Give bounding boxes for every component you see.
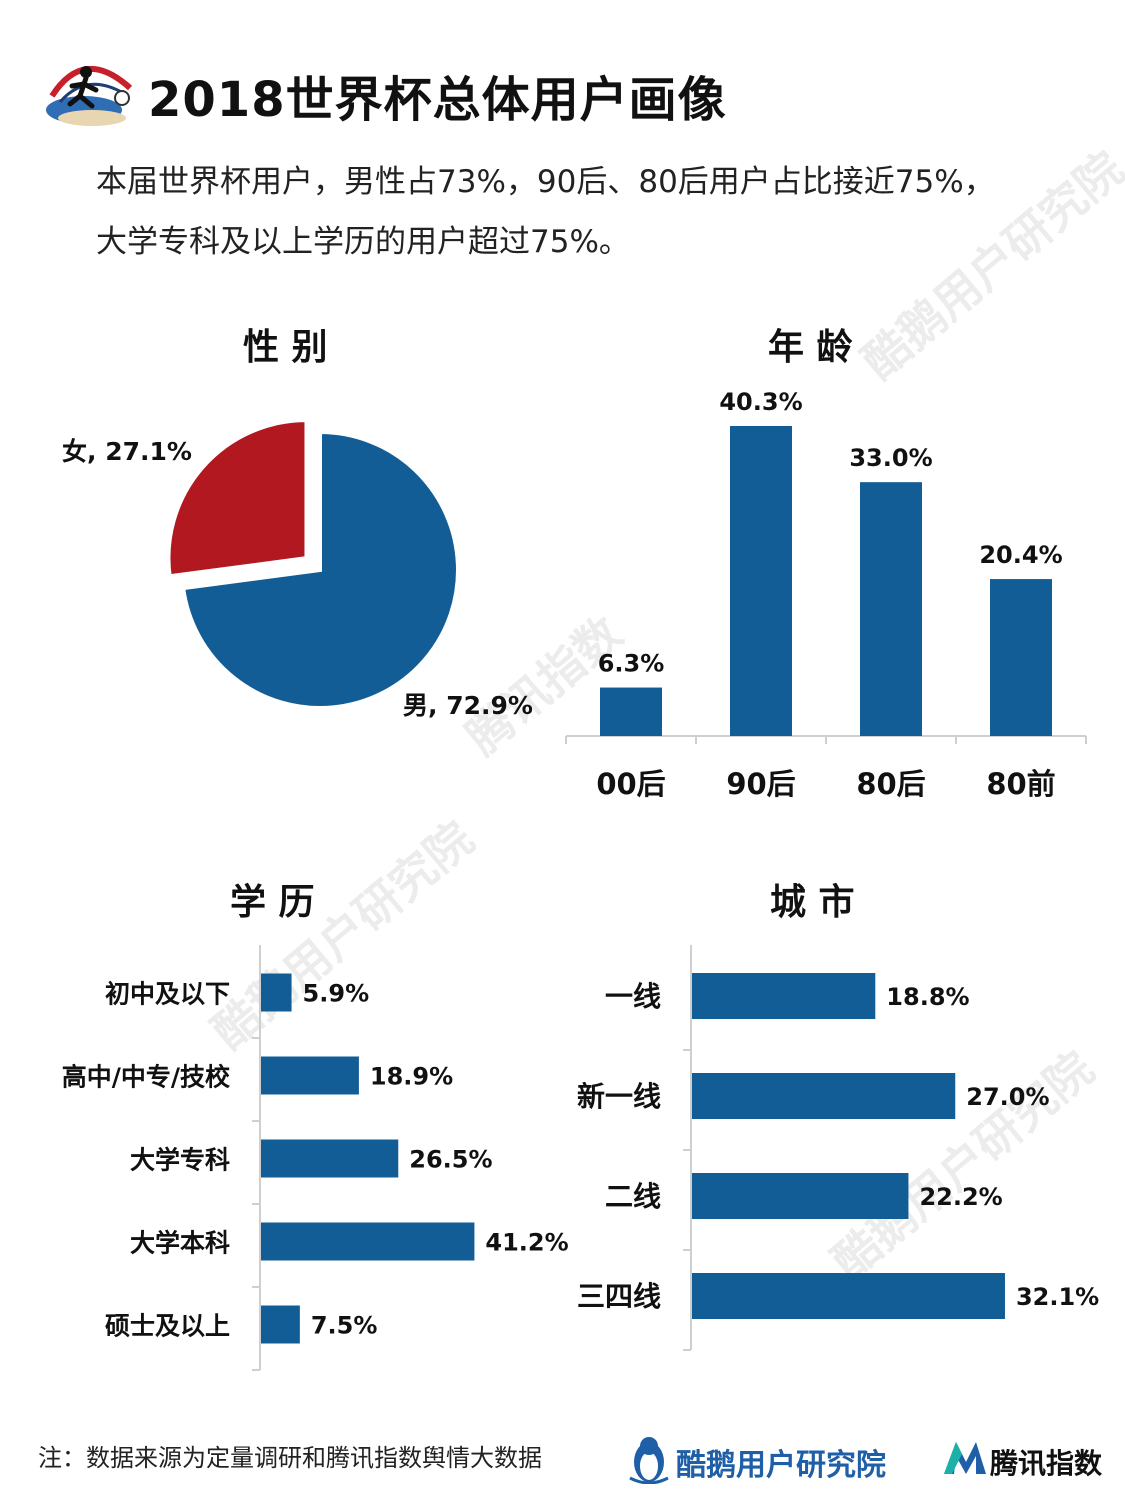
city-category-label: 一线 — [605, 980, 661, 1013]
education-data-label: 18.9% — [370, 1063, 453, 1091]
gender-chart-title: 性 别 — [243, 327, 328, 368]
footnote: 注：数据来源为定量调研和腾讯指数舆情大数据 — [38, 1444, 542, 1472]
brand-tencent-index: 腾讯指数 — [990, 1447, 1103, 1480]
education-bar-chart: 初中及以下 5.9% 高中/中专/技校 18.9% 大学专科 26.5% 大学本科 41.2%… — [62, 945, 569, 1371]
gender-pie-chart — [166, 418, 460, 710]
education-category-label: 大学本科 — [130, 1229, 230, 1258]
education-category-label: 高中/中专/技校 — [62, 1063, 231, 1092]
city-category-label: 二线 — [605, 1180, 661, 1213]
education-bar — [261, 1139, 399, 1178]
pie-slice-female — [166, 418, 309, 579]
page-title: 2018世界杯总体用户画像 — [148, 72, 727, 128]
intro-line-1: 本届世界杯用户，男性占73%，90后、80后用户占比接近75%， — [96, 164, 995, 200]
age-bar — [730, 426, 792, 736]
education-bar — [261, 1056, 359, 1095]
penguin-icon — [626, 1432, 672, 1485]
brand-kuee: 酷鹅用户研究院 — [676, 1448, 886, 1483]
pie-slice-male — [180, 429, 460, 710]
education-bar — [261, 1222, 475, 1261]
age-bar — [860, 482, 922, 736]
data-label-female: 女, 27.1% — [62, 437, 192, 466]
age-category-label: 80后 — [856, 767, 925, 801]
age-data-label: 33.0% — [849, 444, 932, 472]
city-bar-chart: 一线 18.8% 新一线 27.0% 二线 22.2% 三四线 32.1% — [577, 945, 1099, 1351]
education-bar — [261, 1305, 300, 1344]
city-category-label: 三四线 — [577, 1280, 661, 1313]
education-data-label: 5.9% — [303, 980, 370, 1008]
age-bar — [990, 579, 1052, 736]
intro-line-2: 大学专科及以上学历的用户超过75%。 — [96, 224, 630, 260]
education-category-label: 硕士及以上 — [105, 1312, 230, 1341]
age-category-label: 00后 — [596, 767, 665, 801]
city-data-label: 18.8% — [886, 983, 969, 1011]
city-category-label: 新一线 — [577, 1080, 661, 1113]
education-data-label: 41.2% — [485, 1229, 568, 1257]
data-label-male: 男, 72.9% — [403, 691, 533, 720]
age-category-label: 80前 — [986, 767, 1055, 801]
education-bar — [261, 973, 292, 1012]
age-chart-title: 年 龄 — [768, 327, 853, 368]
age-data-label: 40.3% — [719, 388, 802, 416]
education-data-label: 26.5% — [409, 1146, 492, 1174]
age-data-label: 20.4% — [979, 541, 1062, 569]
city-data-label: 27.0% — [966, 1083, 1049, 1111]
city-bar — [692, 1173, 909, 1219]
education-chart-title: 学 历 — [230, 882, 315, 923]
city-data-label: 32.1% — [1016, 1283, 1099, 1311]
age-category-label: 90后 — [726, 767, 795, 801]
age-bar — [600, 687, 662, 736]
age-data-label: 6.3% — [598, 650, 665, 678]
tencent-index-icon — [942, 1440, 988, 1476]
city-data-label: 22.2% — [919, 1183, 1002, 1211]
education-data-label: 7.5% — [311, 1312, 378, 1340]
education-category-label: 大学专科 — [130, 1146, 230, 1175]
world-cup-player-icon — [44, 52, 134, 132]
city-chart-title: 城 市 — [770, 882, 855, 923]
education-category-label: 初中及以下 — [105, 980, 230, 1009]
city-bar — [692, 1073, 956, 1119]
age-bar-chart: 6.3% 00后 40.3% 90后 33.0% 80后 20.4% 80前 — [565, 388, 1087, 801]
city-bar — [692, 1273, 1005, 1319]
city-bar — [692, 973, 876, 1019]
